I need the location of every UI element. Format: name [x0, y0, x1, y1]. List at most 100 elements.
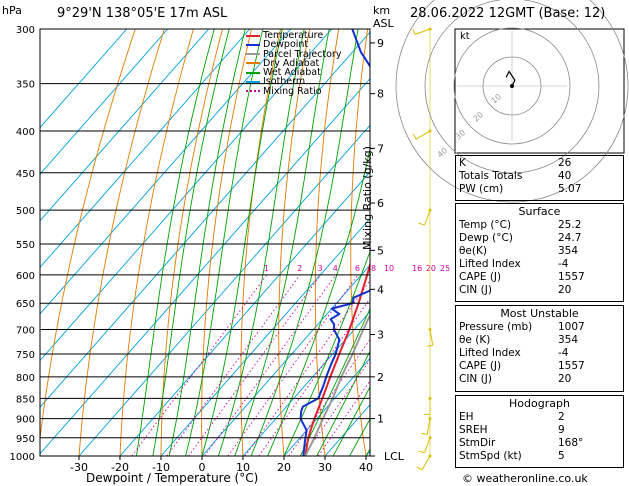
series-parcel-trajectory: [304, 313, 370, 456]
index-label: θe (K): [459, 334, 491, 346]
pressure-tick-label: 550: [16, 240, 35, 251]
hodograph-stats-box: Hodograph EH 2 SREH 9 StmDir 168° StmSpd (kt) 5: [455, 395, 624, 468]
index-row: CAPE (J) 1557: [456, 360, 621, 373]
index-row: StmSpd (kt) 5: [456, 450, 621, 463]
wind-barb-flag: [421, 432, 428, 435]
index-label: EH: [459, 411, 474, 423]
index-label: StmDir: [459, 437, 496, 449]
wet-adiabat-line: [299, 307, 370, 456]
km-tick-label: 4: [377, 283, 384, 296]
mixing-ratio-label: 1: [264, 264, 269, 273]
isotherm-line: [283, 357, 370, 456]
index-row: CAPE (J) 1557: [456, 271, 621, 284]
index-label: θe(K): [459, 245, 487, 257]
pressure-tick-label: 850: [16, 394, 35, 405]
wet-adiabat-line: [316, 350, 370, 456]
legend-label: Dewpoint: [263, 39, 309, 51]
hodograph-storm-marker: [510, 84, 514, 88]
x-tick-label: 10: [236, 461, 250, 474]
isotherm-line: [40, 29, 210, 222]
index-value: 168°: [558, 437, 584, 449]
index-value: 354: [558, 245, 579, 257]
mixing-ratio-label: 3: [318, 264, 323, 273]
pressure-tick-label: 500: [16, 206, 35, 217]
km-tick-label: 8: [377, 88, 384, 101]
index-label: Totals Totals: [459, 170, 523, 182]
legend-item: Dry Adiabat: [246, 59, 341, 68]
mixing-ratio-line: [258, 297, 370, 456]
hodograph-ring: [424, 0, 600, 174]
pressure-tick-label: 700: [16, 326, 35, 337]
mixing-ratio-label: 4: [333, 264, 338, 273]
index-row: Temp (°C) 25.2: [456, 219, 621, 232]
wind-barb: [429, 329, 434, 346]
series-area: [299, 29, 370, 456]
index-value: 26: [558, 157, 572, 169]
x-tick-label: 0: [199, 461, 206, 474]
pressure-tick-label: 600: [16, 271, 35, 282]
mixing-ratio-label: 2: [297, 264, 302, 273]
wind-barb: [426, 418, 431, 435]
index-row: StmDir 168°: [456, 437, 621, 450]
wet-adiabat-line: [135, 29, 215, 456]
km-tick-label: 2: [377, 371, 384, 384]
index-value: 20: [558, 284, 572, 296]
wind-barb-flag: [412, 28, 416, 35]
legend-label: Isotherm: [263, 76, 306, 88]
asl-label: ASL: [373, 17, 394, 30]
dry-adiabat-line: [119, 29, 194, 456]
wind-barb-flag: [416, 466, 423, 471]
legend-swatch: [246, 62, 260, 65]
isotherm-line: [201, 264, 370, 456]
surface-title: Surface: [518, 205, 561, 218]
most-unstable-box: Most Unstable Pressure (mb) 1007 θe (K) 354…: [455, 305, 624, 392]
index-row: SREH 9: [456, 424, 621, 437]
isotherm-line: [242, 311, 370, 456]
mixing-ratio-line: [131, 274, 268, 456]
index-value: 5.07: [558, 183, 582, 195]
wet-adiabat-line: [332, 385, 370, 456]
index-row: Pressure (mb) 1007: [456, 321, 621, 334]
wind-barb: [424, 209, 431, 226]
wind-barb-flag: [418, 450, 425, 454]
index-value: -4: [558, 347, 569, 359]
indices-top-box: K 26 Totals Totals 40 PW (cm) 5.07: [455, 155, 624, 201]
index-row: Lifted Index -4: [456, 258, 621, 271]
pressure-tick-label: 750: [16, 350, 35, 361]
wind-barb: [421, 455, 431, 471]
legend-swatch: [246, 71, 260, 74]
mixing-ratio-line: [227, 274, 359, 456]
x-tick-label: -20: [111, 461, 129, 474]
pressure-tick-label: 900: [16, 415, 35, 426]
isotherm-line: [40, 29, 169, 175]
mixing-ratio-line: [288, 338, 370, 456]
index-row: Dewp (°C) 24.7: [456, 232, 621, 245]
legend-swatch: [246, 43, 260, 46]
index-label: Lifted Index: [459, 258, 521, 270]
hodograph-ring: [453, 27, 571, 145]
index-label: CIN (J): [459, 284, 492, 296]
dry-adiabat-line: [418, 29, 448, 456]
mixing-ratio-line: [188, 274, 322, 456]
legend-label: Mixing Ratio: [263, 85, 322, 97]
pressure-tick-label: 650: [16, 299, 35, 310]
isotherm-line: [40, 29, 128, 129]
legend-swatch: [246, 80, 260, 83]
legend-item: Temperature: [246, 31, 341, 40]
location-title: 9°29'N 138°05'E 17m ASL: [57, 6, 228, 21]
index-row: θe(K) 354: [456, 245, 621, 258]
pressure-tick-label: 300: [16, 25, 35, 36]
km-tick-label: 1: [377, 413, 384, 426]
km-tick-label: 3: [377, 329, 384, 342]
index-value: 25.2: [558, 219, 582, 231]
axes: 3003504004505005506006507007508008509009…: [10, 25, 405, 474]
index-value: 20: [558, 373, 572, 385]
legend-item: Mixing Ratio: [246, 87, 341, 96]
km-label: km: [373, 4, 391, 17]
index-value: 2: [558, 411, 565, 423]
km-tick-label: 9: [377, 37, 384, 50]
km-tick-label: 6: [377, 197, 384, 210]
legend-swatch: [246, 90, 260, 93]
mixing-ratio-label: 16: [412, 264, 422, 273]
index-value: 24.7: [558, 232, 582, 244]
